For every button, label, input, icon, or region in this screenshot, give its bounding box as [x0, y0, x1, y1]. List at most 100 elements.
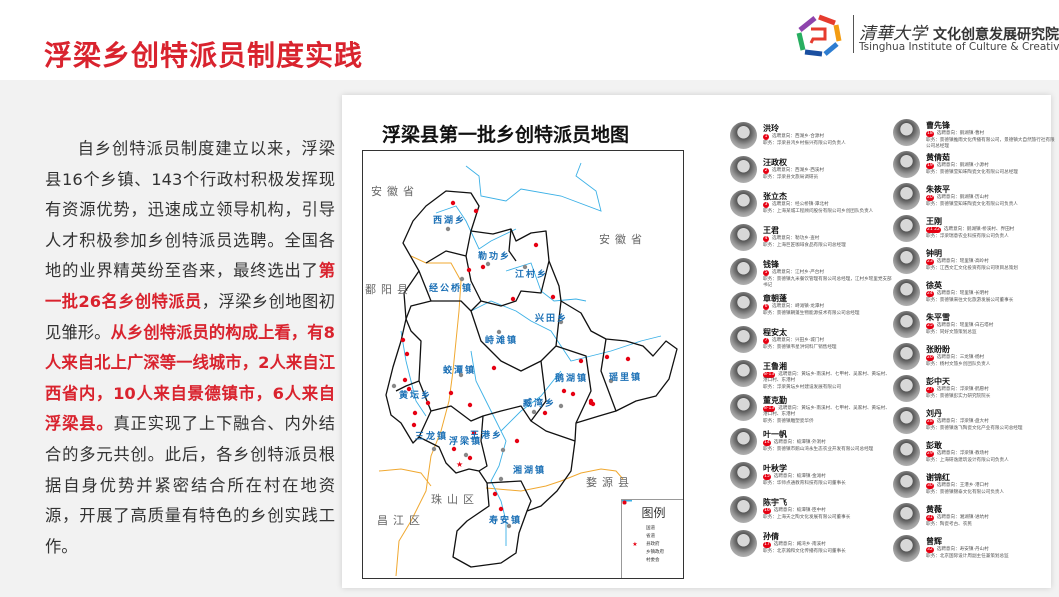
person-job: 职务：北京瀚和文化传播有限公司董事长 — [763, 549, 846, 554]
town-label: 西湖乡 — [433, 216, 467, 226]
person-card: 王君 4 选聘意向：勒功乡·查村 职务：上海巨匠咖啡食品有限公司总经理 — [730, 223, 890, 257]
person-name: 刘丹 — [926, 409, 942, 418]
legend-item: ★ 县政府 — [622, 540, 683, 548]
person-card: 洪玲 1 选聘意向：西湖乡·合源村 职务：浮梁县鸿乡村振兴有限公司负责人 — [730, 121, 890, 155]
intent-text: 选聘意向：鹅湖镇·桥溪村、界田村 — [943, 227, 1015, 232]
logo-mark-icon — [796, 14, 842, 57]
number-badge: 25 — [926, 323, 934, 329]
person-job: 职务：浮梁县文旅局调研员 — [763, 175, 819, 180]
person-name: 洪玲 — [763, 124, 779, 133]
person-job: 职务：华师点通教育科技有限公司董事长 — [763, 481, 846, 486]
person-intent: 8-13 选聘意向：黄坛乡·南溪村、七甲村、吴家村、黄坛村、港口村、东港村 — [763, 406, 893, 418]
person-name: 朱筱平 — [926, 185, 950, 194]
intent-text: 选聘意向：湘湖镇·进坑村 — [936, 515, 989, 520]
national-road — [378, 468, 432, 487]
person-card: 彭中天 27 选聘意向：浮梁镇·鹤愿村 职务：景德镇彭实力研究院院长 — [893, 374, 1053, 406]
person-name: 王鲁湘 — [763, 362, 787, 371]
county-government-icon: ★ — [456, 460, 463, 469]
logo-calligraphy: 清華大学 — [859, 24, 927, 44]
avatar — [730, 258, 757, 285]
legend-item: 省道 — [622, 500, 683, 540]
person-name: 陈宇飞 — [763, 498, 787, 507]
town-label: 兴田乡 — [535, 314, 569, 324]
intro-paragraph: 自乡创特派员制度建立以来，浮梁县16个乡镇、143个行政村积极发挥现有资源优势，… — [45, 134, 335, 562]
town-label: 江村乡 — [515, 270, 549, 280]
intent-text: 选聘意向：西湖乡·合源村 — [772, 134, 824, 139]
person-job: 职务：上海某城工程顾问股份有限公司乡创团队负责人 — [763, 209, 874, 214]
number-badge: 21 22 — [926, 227, 941, 233]
avatar — [893, 311, 920, 338]
person-intent: 6 选聘意向：峙滩镇·龙潭村 — [763, 304, 893, 310]
para-seg: ，浮梁乡创地图初见雏形。 — [45, 291, 335, 342]
person-card: 钟明 23 选聘意向：瑶里镇·高岭村 职务：江西文汇文化投资有限公司项目总策划 — [893, 246, 1053, 278]
number-badge: 8-13 — [763, 406, 776, 412]
person-job: 职务：景德镇逸飞陶瓷文化产业有限公司总经理 — [926, 426, 1023, 431]
person-card: 谢锦红 30 选聘意向：王港乡·港口村 职务：景德镇锦泰文化有限公司负责人 — [893, 470, 1053, 502]
town-label: 王港乡 — [470, 431, 504, 441]
number-badge: 6 — [763, 304, 769, 310]
person-job: 职务：景德镇来往文化旅游发展公司董事长 — [926, 298, 1014, 303]
legend-label: 国道 — [646, 526, 655, 531]
intent-text: 选聘意向：经公桥镇·潭北村 — [772, 202, 829, 207]
legend-label: 乡镇政府 — [646, 550, 664, 555]
number-badge: 30 — [926, 483, 934, 489]
person-name: 黄薇 — [926, 505, 942, 514]
legend-label: 村委会 — [646, 558, 660, 563]
town-label: 勒功乡 — [478, 252, 512, 262]
person-job: 职务：景德镇朝蓬生物能源技术有限公司总经理 — [763, 311, 860, 316]
neighbor-label: 昌江区 — [377, 514, 425, 527]
avatar — [730, 530, 757, 557]
map-drawing: ★ — [378, 162, 678, 577]
town-boundary — [405, 270, 432, 320]
person-name: 董克勤 — [763, 396, 787, 405]
person-job: 职务：景德镇锦泰文化有限公司负责人 — [926, 490, 1005, 495]
town-label: 湘湖镇 — [513, 466, 547, 476]
number-badge: 26 — [926, 355, 934, 361]
number-badge: 23 — [926, 259, 934, 265]
intent-text: 选聘意向：寿安镇·丹山村 — [936, 547, 989, 552]
number-badge: 3 — [763, 202, 769, 208]
person-intent: 20 选聘意向：鹅湖镇·历山村 — [926, 195, 1056, 201]
town-boundary — [425, 230, 472, 264]
town-boundary — [555, 345, 592, 424]
person-job: 职务：杨村文旅乡创团队负责人 — [926, 362, 991, 367]
person-card: 叶一帆 14 选聘意向：蛟潭镇·外洞村 职务：景德镇市鹅山湾永生态农业开发有限公司总经… — [730, 427, 890, 461]
number-badge: 16 — [763, 508, 771, 514]
number-badge: 8-13 — [763, 372, 776, 378]
person-name: 叶一帆 — [763, 430, 787, 439]
person-intent: 27 选聘意向：浮梁镇·鹤愿村 — [926, 387, 1056, 393]
intent-text: 选聘意向：黄坛乡·南溪村、七甲村、吴家村、黄坛村、港口村、东港村 — [763, 406, 890, 417]
avatar — [893, 535, 920, 562]
person-job: 职务：景德镇彭实力研究院院长 — [926, 394, 991, 399]
town-label: 臧湾乡 — [523, 399, 557, 409]
person-card: 程安太 7 选聘意向：兴田乡·城门村 职务：景德镇韦星洪饲料厂销售经理 — [730, 325, 890, 359]
person-card: 董克勤 8-13 选聘意向：黄坛乡·南溪村、七甲村、吴家村、黄坛村、港口村、东港村职… — [730, 393, 890, 427]
neighbor-label: 安徽省 — [599, 233, 647, 246]
legend-item: 乡镇政府 — [622, 500, 683, 556]
intent-text: 选聘意向：鹅湖镇·历山村 — [936, 195, 989, 200]
person-intent: 30 选聘意向：王港乡·港口村 — [926, 483, 1056, 489]
avatar — [893, 503, 920, 530]
avatar — [730, 360, 757, 387]
neighbor-label: 珠山区 — [431, 493, 479, 506]
intent-text: 选聘意向：蛟潭镇·臣中村 — [773, 508, 826, 513]
person-name: 钱锋 — [763, 260, 779, 269]
township-markers — [391, 226, 614, 529]
person-card: 王刚 21 22 选聘意向：鹅湖镇·桥溪村、界田村 职务：浮梁瑞意农业科技有限公司负责… — [893, 214, 1053, 246]
person-job: 职务：江西文汇文化投资有限公司项目总策划 — [926, 266, 1018, 271]
intent-text: 选聘意向：鹅湖镇·曹村 — [936, 131, 985, 136]
map-title: 浮梁县第一批乡创特派员地图 — [382, 124, 630, 146]
person-intent: 15 选聘意向：蛟潭镇·金滩村 — [763, 474, 893, 480]
intent-text: 选聘意向：江村乡·严台村 — [772, 270, 824, 275]
person-job: 职务：浮梁瑞意农业科技有限公司负责人 — [926, 234, 1009, 239]
number-badge: 14 — [763, 440, 771, 446]
town-label: 瑶里镇 — [609, 373, 643, 383]
avatar — [893, 119, 920, 146]
intent-text: 选聘意向：瑶里镇·白石塔村 — [936, 323, 994, 328]
person-intent: 8-13 选聘意向：黄坛乡·南溪村、七甲村、吴家村、黄坛村、港口村、东港村 — [763, 372, 893, 384]
person-intent: 18 选聘意向：鹅湖镇·曹村 — [926, 131, 1056, 137]
avatar — [893, 471, 920, 498]
person-intent: 25 选聘意向：瑶里镇·白石塔村 — [926, 323, 1056, 329]
person-card: 黄薇 31 选聘意向：湘湖镇·进坑村 职务：陶瓷考古、农民 — [893, 502, 1053, 534]
neighbor-label: 鄱阳县 — [365, 283, 413, 296]
